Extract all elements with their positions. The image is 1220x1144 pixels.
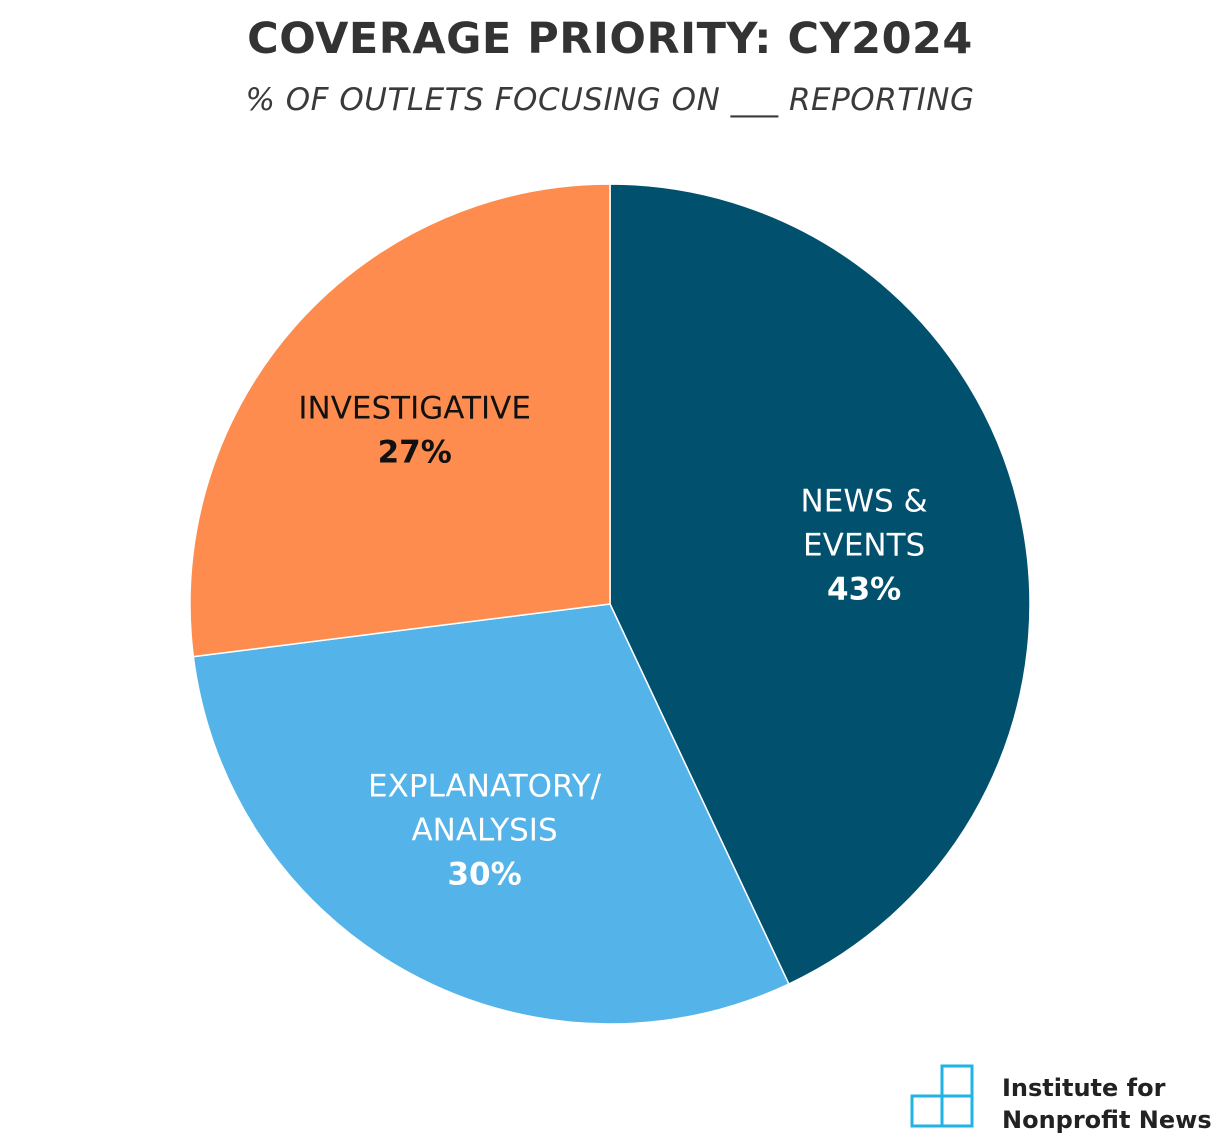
org-name: Institute for Nonprofit News xyxy=(1002,1072,1212,1136)
slice-category-label: EXPLANATORY/ xyxy=(368,769,602,805)
stacked-squares-icon xyxy=(910,1064,974,1128)
slice-value-label: 27% xyxy=(378,434,452,470)
pie-slice-2 xyxy=(189,183,611,658)
pie-slice-1 xyxy=(192,603,790,1025)
chart-subtitle: % OF OUTLETS FOCUSING ON ___ REPORTING xyxy=(245,82,975,118)
slice-label-0: NEWS & EVENTS 43% xyxy=(801,484,928,608)
slice-category-label: INVESTIGATIVE xyxy=(298,390,531,426)
slice-label-2: INVESTIGATIVE 27% xyxy=(298,390,531,470)
slice-category-label: ANALYSIS xyxy=(411,813,557,849)
slice-label-1: EXPLANATORY/ANALYSIS 30% xyxy=(368,769,602,893)
slice-category-label: NEWS & xyxy=(801,484,928,520)
pie-slice-0 xyxy=(609,183,1031,986)
slice-value-label: 30% xyxy=(447,857,521,893)
slice-value-label: 43% xyxy=(827,572,901,608)
org-name-line2: Nonprofit News xyxy=(1002,1106,1212,1134)
chart-title: COVERAGE PRIORITY: CY2024 xyxy=(247,14,973,64)
slice-category-label: EVENTS xyxy=(803,528,925,564)
org-name-line1: Institute for xyxy=(1002,1074,1166,1102)
